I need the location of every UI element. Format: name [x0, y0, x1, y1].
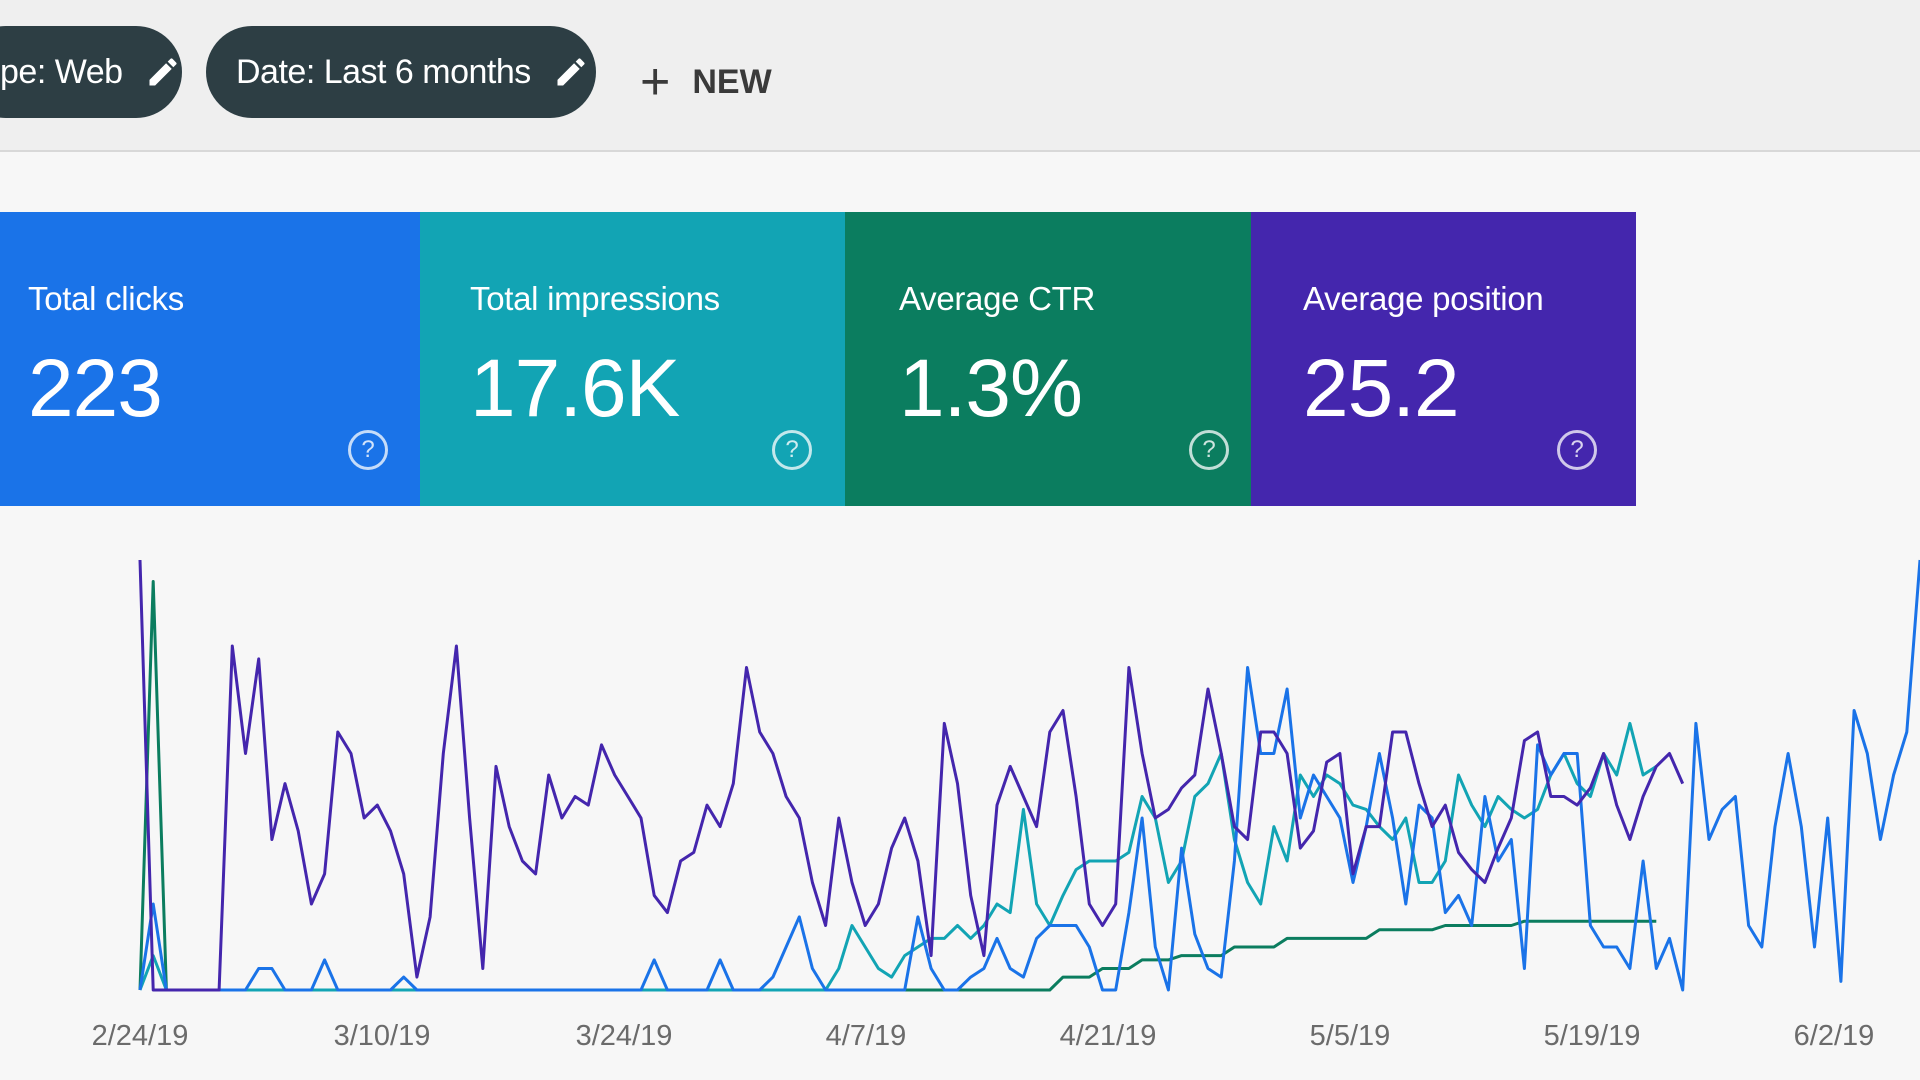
average-ctr-card[interactable]: Average CTR 1.3% ?: [845, 212, 1251, 506]
x-tick-label: 5/5/19: [1310, 1020, 1391, 1052]
type-filter-label: pe: Web: [0, 52, 123, 91]
x-tick-label: 4/21/19: [1060, 1020, 1157, 1052]
help-icon[interactable]: ?: [1189, 430, 1229, 470]
chart-series-line-1: [138, 559, 1920, 992]
date-filter-label: Date: Last 6 months: [236, 52, 531, 91]
chart-series-line-2: [138, 721, 1658, 992]
metric-label: Total impressions: [470, 280, 720, 317]
filter-toolbar: pe: Web Date: Last 6 months + NEW: [0, 0, 1920, 152]
metric-value: 1.3%: [899, 343, 1083, 434]
type-filter-chip[interactable]: pe: Web: [0, 26, 182, 118]
x-tick-label: 6/2/19: [1794, 1020, 1875, 1052]
x-tick-label: 3/24/19: [576, 1020, 673, 1052]
total-impressions-card[interactable]: Total impressions 17.6K ?: [420, 212, 845, 506]
plus-icon: +: [640, 53, 671, 111]
performance-line-chart: 2/24/19 3/10/19 3/24/19 4/7/19 4/21/19 5/5/19…: [92, 559, 1920, 1052]
x-tick-label: 3/10/19: [334, 1020, 431, 1052]
metric-cards: Total clicks 223 ? Total impressions 17.…: [0, 212, 1636, 506]
pencil-icon[interactable]: [145, 54, 181, 90]
help-icon[interactable]: ?: [348, 430, 388, 470]
x-tick-label: 4/7/19: [826, 1020, 907, 1052]
help-icon[interactable]: ?: [772, 430, 812, 470]
x-tick-label: 2/24/19: [92, 1020, 189, 1052]
metric-label: Total clicks: [28, 280, 184, 317]
new-filter-label: NEW: [692, 62, 772, 101]
metric-label: Average position: [1303, 280, 1544, 317]
metric-label: Average CTR: [899, 280, 1096, 317]
help-icon[interactable]: ?: [1557, 430, 1597, 470]
new-filter-button[interactable]: + NEW: [640, 50, 772, 114]
chart-series-line-0: [138, 559, 1685, 992]
total-clicks-card[interactable]: Total clicks 223 ?: [0, 212, 420, 506]
pencil-icon[interactable]: [553, 54, 589, 90]
metric-value: 223: [28, 343, 163, 434]
chart-series-line-3: [138, 580, 1657, 992]
metric-value: 17.6K: [470, 343, 680, 434]
average-position-card[interactable]: Average position 25.2 ?: [1251, 212, 1636, 506]
metric-value: 25.2: [1303, 343, 1460, 434]
x-tick-label: 5/19/19: [1544, 1020, 1641, 1052]
date-filter-chip[interactable]: Date: Last 6 months: [206, 26, 596, 118]
